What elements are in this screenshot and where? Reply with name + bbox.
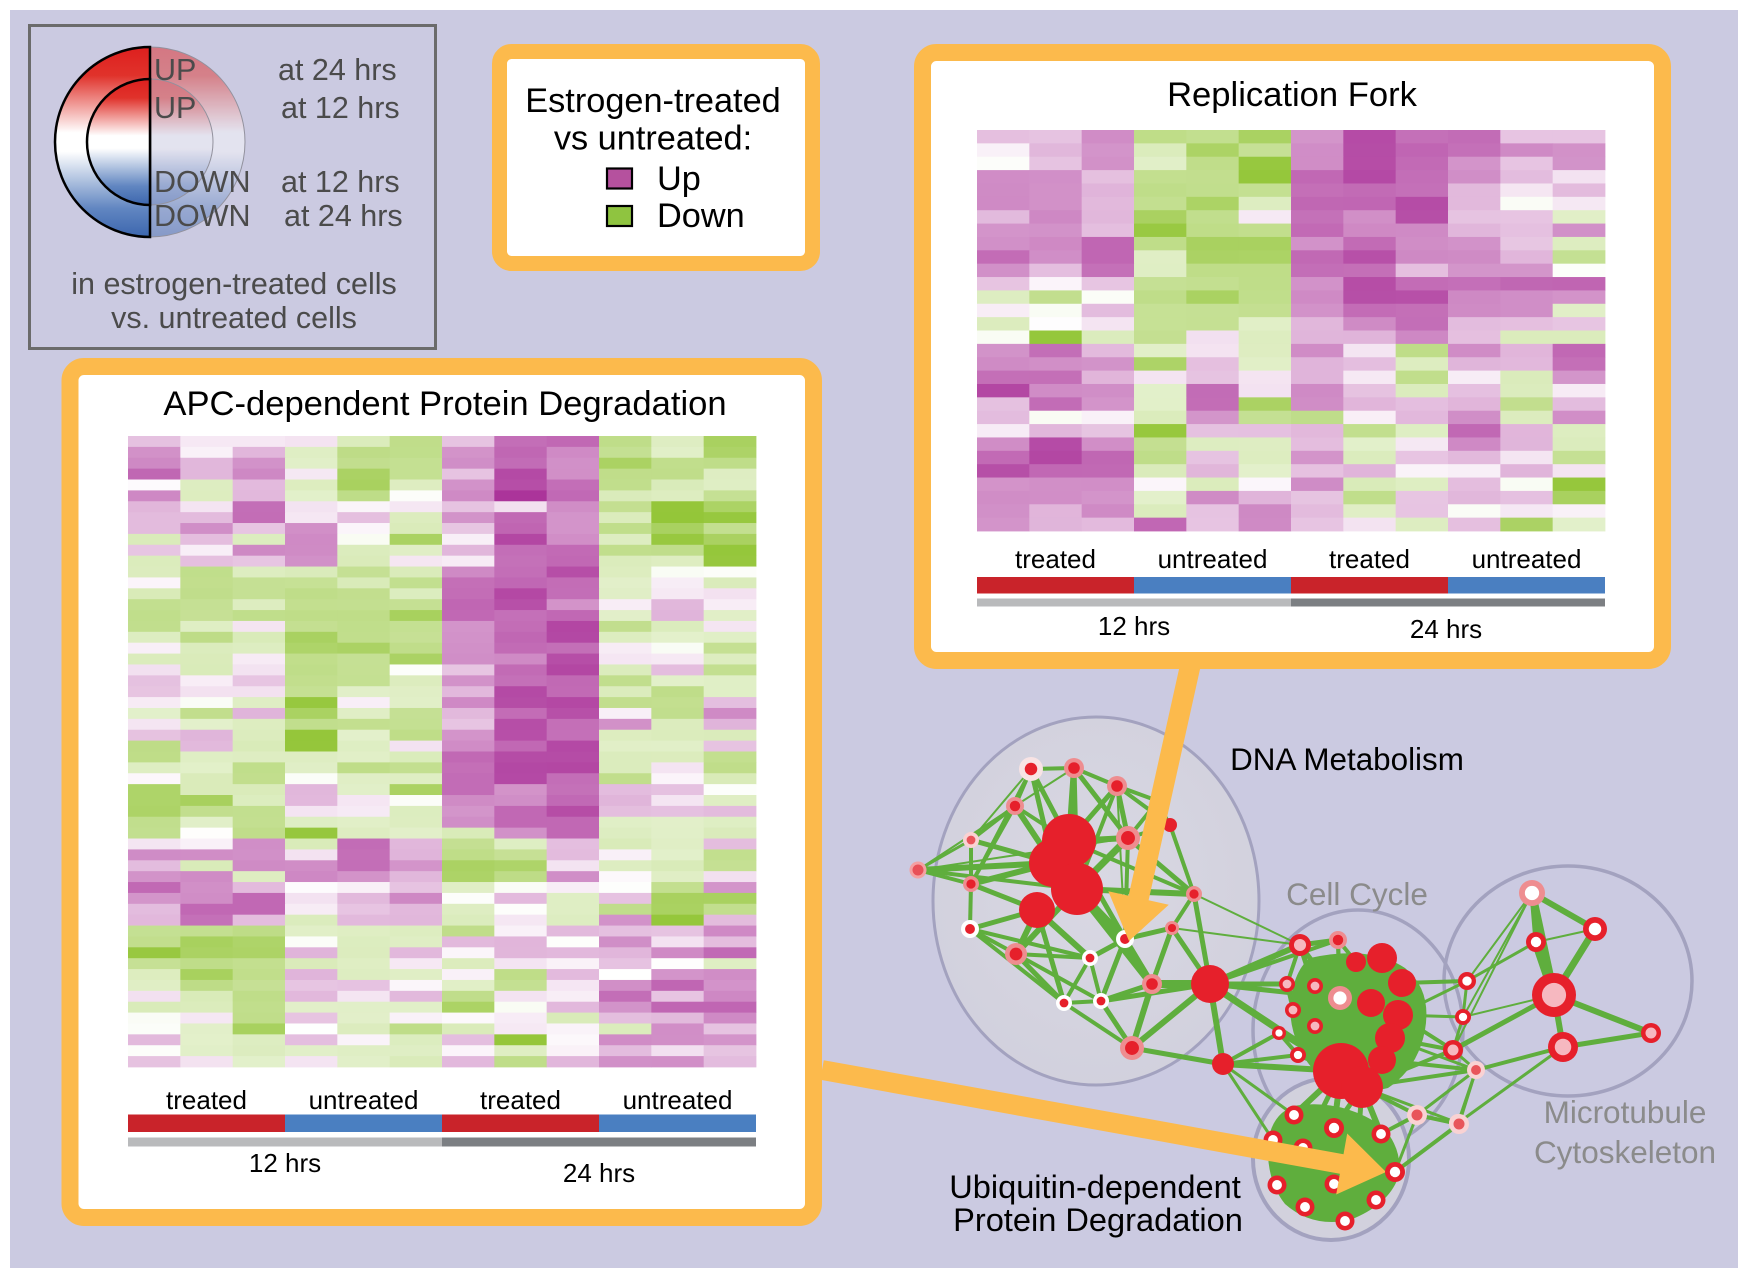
svg-text:24 hrs: 24 hrs <box>563 1158 635 1188</box>
svg-text:treated: treated <box>480 1085 561 1115</box>
svg-text:untreated: untreated <box>309 1085 419 1115</box>
svg-text:treated: treated <box>166 1085 247 1115</box>
svg-text:in estrogen-treated cells: in estrogen-treated cells <box>71 267 397 301</box>
svg-text:at 12 hrs: at 12 hrs <box>281 165 400 199</box>
svg-text:12 hrs: 12 hrs <box>249 1148 321 1178</box>
svg-text:APC-dependent Protein Degradat: APC-dependent Protein Degradation <box>163 385 726 423</box>
svg-text:at 24 hrs: at 24 hrs <box>284 199 403 233</box>
svg-text:at 24 hrs: at 24 hrs <box>278 53 397 87</box>
svg-text:at 12 hrs: at 12 hrs <box>281 91 400 125</box>
svg-text:treated: treated <box>1015 544 1096 574</box>
svg-text:Protein Degradation: Protein Degradation <box>953 1201 1243 1238</box>
svg-text:treated: treated <box>1329 544 1410 574</box>
svg-text:UP: UP <box>154 91 196 125</box>
svg-text:24 hrs: 24 hrs <box>1410 614 1482 644</box>
svg-text:untreated: untreated <box>1158 544 1268 574</box>
svg-text:untreated: untreated <box>1472 544 1582 574</box>
svg-text:vs untreated:: vs untreated: <box>554 120 752 158</box>
svg-text:Microtubule: Microtubule <box>1544 1094 1707 1130</box>
svg-text:Cell Cycle: Cell Cycle <box>1286 876 1428 912</box>
svg-text:Estrogen-treated: Estrogen-treated <box>525 82 780 120</box>
svg-text:12 hrs: 12 hrs <box>1098 611 1170 641</box>
svg-text:Replication Fork: Replication Fork <box>1167 76 1418 114</box>
svg-text:UP: UP <box>154 53 196 87</box>
svg-text:vs. untreated cells: vs. untreated cells <box>111 301 357 335</box>
svg-text:Ubiquitin-dependent: Ubiquitin-dependent <box>949 1168 1241 1205</box>
svg-text:DOWN: DOWN <box>154 199 251 233</box>
svg-text:DNA Metabolism: DNA Metabolism <box>1230 742 1464 777</box>
svg-text:Down: Down <box>657 197 745 235</box>
svg-text:Cytoskeleton: Cytoskeleton <box>1534 1134 1716 1170</box>
svg-text:untreated: untreated <box>623 1085 733 1115</box>
svg-text:DOWN: DOWN <box>154 165 251 199</box>
svg-text:Up: Up <box>657 160 701 198</box>
